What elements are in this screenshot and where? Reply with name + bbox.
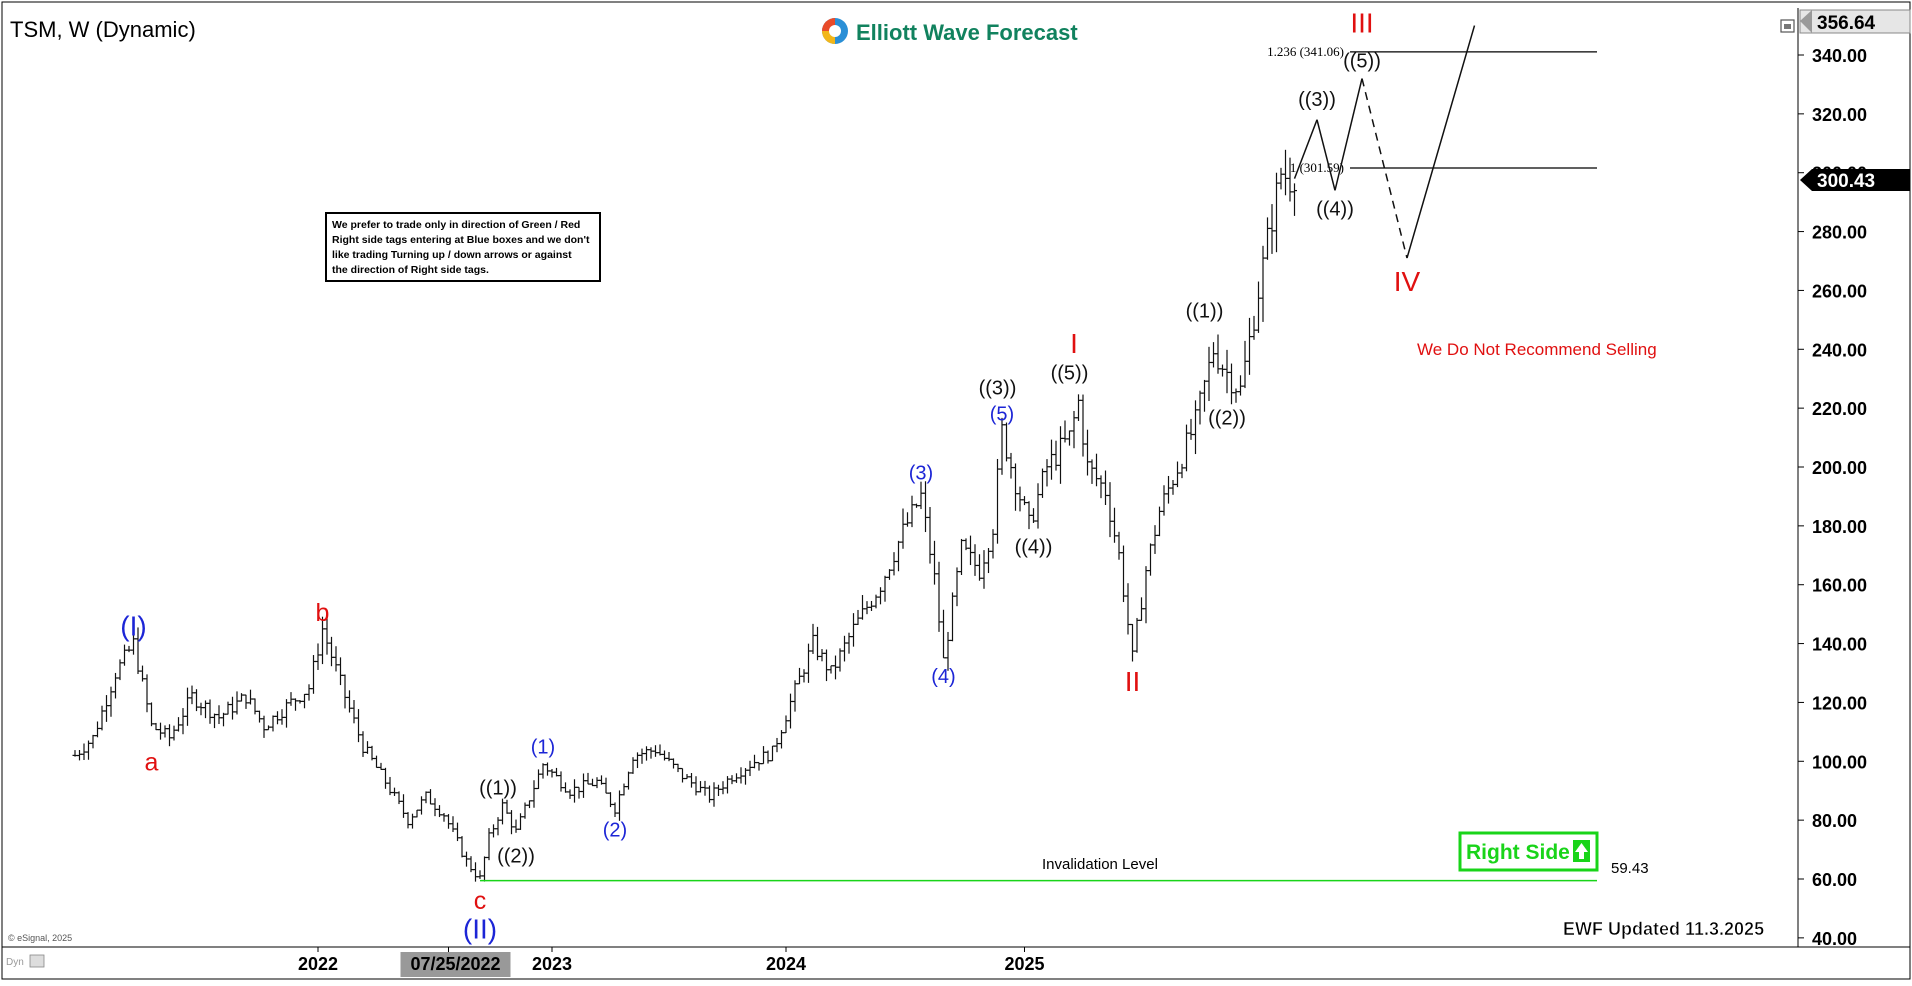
y-tick-label: 260.00: [1812, 281, 1867, 301]
wave-label: ((4)): [1316, 198, 1354, 220]
wave-label: (3): [909, 463, 933, 485]
x-tick-highlight: [400, 952, 511, 977]
symbol-title: TSM, W (Dynamic): [10, 17, 196, 42]
corner-tag-icon: [29, 954, 45, 968]
recommendation-text: We Do Not Recommend Selling: [1417, 340, 1657, 359]
x-tick-label: 2024: [766, 954, 806, 974]
last-price-box: 300.43: [1800, 169, 1910, 192]
projection-segment: [1406, 25, 1476, 259]
y-tick-label: 320.00: [1812, 105, 1867, 125]
y-tick-label: 100.00: [1812, 752, 1867, 772]
note-line-1: We prefer to trade only in direction of …: [332, 219, 580, 231]
wave-label: ((4)): [1015, 537, 1053, 559]
projection-segment: [1293, 119, 1318, 179]
wave-label: (1): [531, 736, 555, 758]
updated-stamp: EWF Updated 11.3.2025: [1563, 919, 1764, 939]
y-tick-label: 160.00: [1812, 576, 1867, 596]
x-tick-label: 07/25/2022: [410, 954, 500, 974]
corner-tag: Dyn: [6, 957, 24, 968]
wave-label: IV: [1394, 266, 1421, 297]
wave-label: ((2)): [1208, 407, 1246, 429]
wave-label: III: [1350, 7, 1373, 38]
wave-label: I: [1070, 328, 1078, 359]
x-tick-label: 2023: [532, 954, 572, 974]
wave-label: (5): [990, 404, 1014, 426]
price-axis: 40.00 60.00 80.00 100.00 120.00 140.00 160.00 1…: [1798, 46, 1867, 949]
y-tick-label: 60.00: [1812, 870, 1857, 890]
wave-label: a: [145, 749, 159, 777]
note-line-2: Right side tags entering at Blue boxes a…: [332, 234, 590, 246]
time-axis: 2022 07/25/2022 2023 2024 2025: [298, 947, 1045, 977]
right-side-label: Right Side: [1466, 841, 1570, 864]
x-tick-label: 2025: [1004, 954, 1044, 974]
projection-segment: [1361, 78, 1408, 259]
wave-label: (I): [120, 611, 146, 642]
high-price-value: 356.64: [1817, 13, 1876, 34]
wave-label: (2): [603, 819, 627, 841]
y-tick-label: 240.00: [1812, 340, 1867, 360]
y-tick-label: 40.00: [1812, 929, 1857, 949]
high-price-box: 356.64: [1799, 9, 1911, 34]
note-line-4: the direction of Right side tags.: [332, 264, 489, 276]
fib-level-label: 1.236 (341.06): [1267, 44, 1344, 59]
projection-path: [1293, 25, 1476, 259]
wave-label: (II): [463, 913, 497, 944]
wave-label: (4): [931, 666, 955, 688]
brand-logo: Elliott Wave Forecast: [822, 18, 1078, 45]
y-tick-label: 280.00: [1812, 223, 1867, 243]
level-lines: 1.236 (341.06)1 (301.59): [480, 44, 1597, 882]
wave-label: ((1)): [1186, 301, 1224, 323]
y-tick-label: 340.00: [1812, 46, 1867, 66]
brand-name: Elliott Wave Forecast: [856, 20, 1078, 45]
wave-label: ((3)): [979, 377, 1017, 399]
y-tick-label: 140.00: [1812, 635, 1867, 655]
wave-labels: (I) a b c(II) ((1)) ((2)) (1) (2) (3) (4) (5) ((3))…: [120, 7, 1420, 944]
wave-label: ((2)): [497, 846, 535, 868]
projection-segment: [1316, 119, 1336, 191]
wave-label: ((3)): [1298, 89, 1336, 111]
invalidation-label: Invalidation Level: [1042, 856, 1158, 873]
y-tick-label: 80.00: [1812, 811, 1857, 831]
projection-segment: [1334, 78, 1363, 191]
wave-label: c: [474, 887, 487, 915]
ohlc-bars: [72, 149, 1297, 882]
note-line-3: like trading Turning up / down arrows or…: [332, 249, 572, 261]
y-tick-label: 200.00: [1812, 458, 1867, 478]
x-tick-label: 2022: [298, 954, 338, 974]
wave-label: b: [316, 599, 330, 627]
wave-label: II: [1125, 666, 1141, 697]
right-side-tag: Right Side: [1458, 831, 1599, 872]
trading-note-box: We prefer to trade only in direction of …: [325, 212, 601, 282]
y-tick-label: 180.00: [1812, 517, 1867, 537]
y-tick-label: 220.00: [1812, 399, 1867, 419]
window-restore-icon[interactable]: [1780, 19, 1795, 33]
last-price-value: 300.43: [1817, 171, 1875, 192]
up-arrow-icon: [1573, 840, 1590, 862]
wave-label: ((5)): [1343, 51, 1381, 73]
invalidation-value: 59.43: [1611, 860, 1649, 877]
copyright-text: © eSignal, 2025: [8, 933, 72, 943]
y-tick-label: 120.00: [1812, 693, 1867, 713]
wave-label: ((5)): [1051, 363, 1089, 385]
wave-label: ((1)): [479, 777, 517, 799]
